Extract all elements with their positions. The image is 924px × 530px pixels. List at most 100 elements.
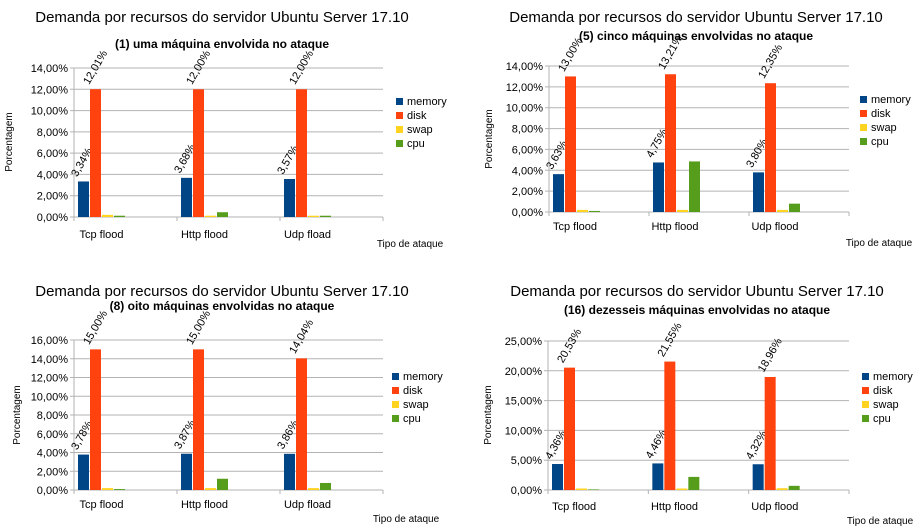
y-axis-title: Porcentagem: [12, 385, 23, 444]
legend-swatch-cpu: [862, 415, 869, 422]
bar-memory: [284, 179, 295, 217]
chart-panel-8: Demanda por recursos do servidor Ubuntu …: [0, 265, 462, 530]
bar-disk: [296, 358, 307, 490]
bar-disk: [765, 83, 776, 212]
bar-disk: [565, 76, 576, 212]
bar-cpu: [114, 215, 125, 217]
category-label: Udp fload: [284, 499, 331, 511]
legend-swatch-disk: [392, 387, 399, 394]
bar-swap: [102, 214, 113, 217]
legend-label-swap: swap: [403, 399, 429, 411]
y-tick-label: 10,00%: [506, 103, 544, 115]
category-label: Udp fload: [284, 229, 331, 241]
y-tick-label: 14,00%: [31, 354, 69, 366]
data-label: 20,53%: [555, 327, 584, 365]
y-tick-label: 8,00%: [37, 410, 68, 422]
category-label: Http flood: [651, 501, 698, 513]
category-label: Tcp flood: [79, 229, 123, 241]
y-tick-label: 10,00%: [31, 106, 69, 118]
x-axis-title: Tipo de ataque: [373, 514, 440, 525]
y-tick-label: 6,00%: [512, 144, 543, 156]
category-label: Http flood: [651, 221, 698, 233]
chart-subtitle: (16) dezesseis máquinas envolvidas no at…: [564, 303, 830, 317]
category-label: Http flood: [181, 499, 228, 511]
legend-swatch-swap: [860, 124, 867, 131]
bar-cpu: [589, 210, 600, 212]
legend-label-disk: disk: [871, 108, 891, 120]
legend-label-cpu: cpu: [407, 138, 425, 150]
data-label: 15,00%: [184, 308, 213, 346]
y-tick-label: 12,00%: [506, 82, 544, 94]
bar-memory: [284, 453, 295, 490]
legend-swatch-disk: [860, 110, 867, 117]
legend-label-swap: swap: [873, 399, 899, 411]
bar-memory: [553, 174, 564, 212]
bar-swap: [205, 488, 216, 490]
data-label: 21,55%: [656, 321, 685, 359]
legend-swatch-swap: [862, 401, 869, 408]
y-tick-label: 0,00%: [37, 485, 68, 497]
bar-swap: [577, 209, 588, 212]
legend-swatch-memory: [860, 96, 867, 103]
chart-panel-1: Demanda por recursos do servidor Ubuntu …: [0, 0, 462, 265]
bar-cpu: [788, 485, 800, 490]
legend-label-swap: swap: [871, 122, 897, 134]
chart-title: Demanda por recursos do servidor Ubuntu …: [35, 283, 409, 300]
bar-memory: [552, 464, 563, 490]
category-label: Tcp flood: [553, 221, 597, 233]
y-tick-label: 4,00%: [512, 165, 543, 177]
bar-swap: [576, 488, 587, 490]
data-label: 15,00%: [81, 308, 110, 346]
y-tick-label: 0,00%: [512, 207, 543, 219]
bar-swap: [205, 215, 216, 217]
y-tick-label: 0,00%: [37, 212, 68, 224]
legend-label-disk: disk: [873, 385, 893, 397]
y-tick-label: 16,00%: [31, 335, 69, 347]
bar-cpu: [789, 203, 800, 212]
bar-swap: [102, 488, 113, 490]
bar-swap: [777, 209, 788, 212]
bar-memory: [181, 177, 192, 217]
legend-label-memory: memory: [403, 371, 443, 383]
bar-disk: [90, 349, 101, 490]
chart-subtitle: (8) oito máquinas envolvidas no ataque: [110, 299, 335, 313]
y-tick-label: 4,00%: [37, 169, 68, 181]
legend-label-cpu: cpu: [873, 413, 891, 425]
chart-svg: Demanda por recursos do servidor Ubuntu …: [12, 283, 443, 525]
x-axis-title: Tipo de ataque: [847, 516, 914, 527]
chart-subtitle: (1) uma máquina envolvida no ataque: [115, 37, 329, 51]
chart-svg: Demanda por recursos do servidor Ubuntu …: [4, 9, 447, 250]
chart-title: Demanda por recursos do servidor Ubuntu …: [35, 9, 409, 26]
bar-cpu: [320, 215, 331, 217]
bar-disk: [193, 89, 204, 217]
chart-title: Demanda por recursos do servidor Ubuntu …: [510, 283, 884, 300]
x-axis-title: Tipo de ataque: [846, 238, 913, 249]
bar-memory: [753, 172, 764, 212]
legend-label-disk: disk: [403, 385, 423, 397]
category-label: Udp flood: [751, 221, 798, 233]
data-label: 14,04%: [287, 317, 316, 355]
category-label: Udp flood: [751, 501, 798, 513]
y-axis-title: Porcentagem: [4, 112, 15, 171]
legend-swatch-cpu: [860, 138, 867, 145]
y-tick-label: 12,00%: [31, 373, 69, 385]
bar-memory: [78, 454, 89, 490]
bar-memory: [652, 463, 664, 490]
legend-label-memory: memory: [407, 96, 447, 108]
bar-disk: [90, 89, 101, 217]
y-tick-label: 0,00%: [511, 485, 542, 497]
y-tick-label: 12,00%: [31, 84, 69, 96]
legend-label-memory: memory: [873, 371, 913, 383]
bar-cpu: [588, 489, 599, 490]
legend-swatch-memory: [862, 373, 869, 380]
bar-swap: [676, 488, 688, 490]
y-tick-label: 5,00%: [511, 455, 542, 467]
bar-swap: [776, 488, 788, 490]
bar-memory: [752, 464, 764, 490]
category-label: Http flood: [181, 229, 228, 241]
chart-subtitle: (5) cinco máquinas envolvidas no ataque: [579, 29, 813, 43]
data-label: 13,00%: [556, 35, 585, 73]
y-tick-label: 6,00%: [37, 429, 68, 441]
legend-label-disk: disk: [407, 110, 427, 122]
chart-svg: Demanda por recursos do servidor Ubuntu …: [484, 9, 913, 249]
